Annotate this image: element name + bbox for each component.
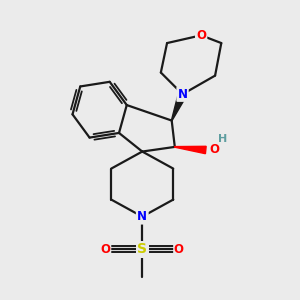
Text: O: O bbox=[174, 243, 184, 256]
Text: N: N bbox=[178, 88, 188, 101]
Text: H: H bbox=[218, 134, 227, 144]
Text: N: N bbox=[137, 210, 147, 223]
Polygon shape bbox=[175, 146, 206, 154]
Text: O: O bbox=[101, 243, 111, 256]
Text: S: S bbox=[137, 242, 147, 256]
Polygon shape bbox=[171, 93, 187, 121]
Text: O: O bbox=[209, 143, 219, 157]
Text: O: O bbox=[196, 29, 206, 42]
